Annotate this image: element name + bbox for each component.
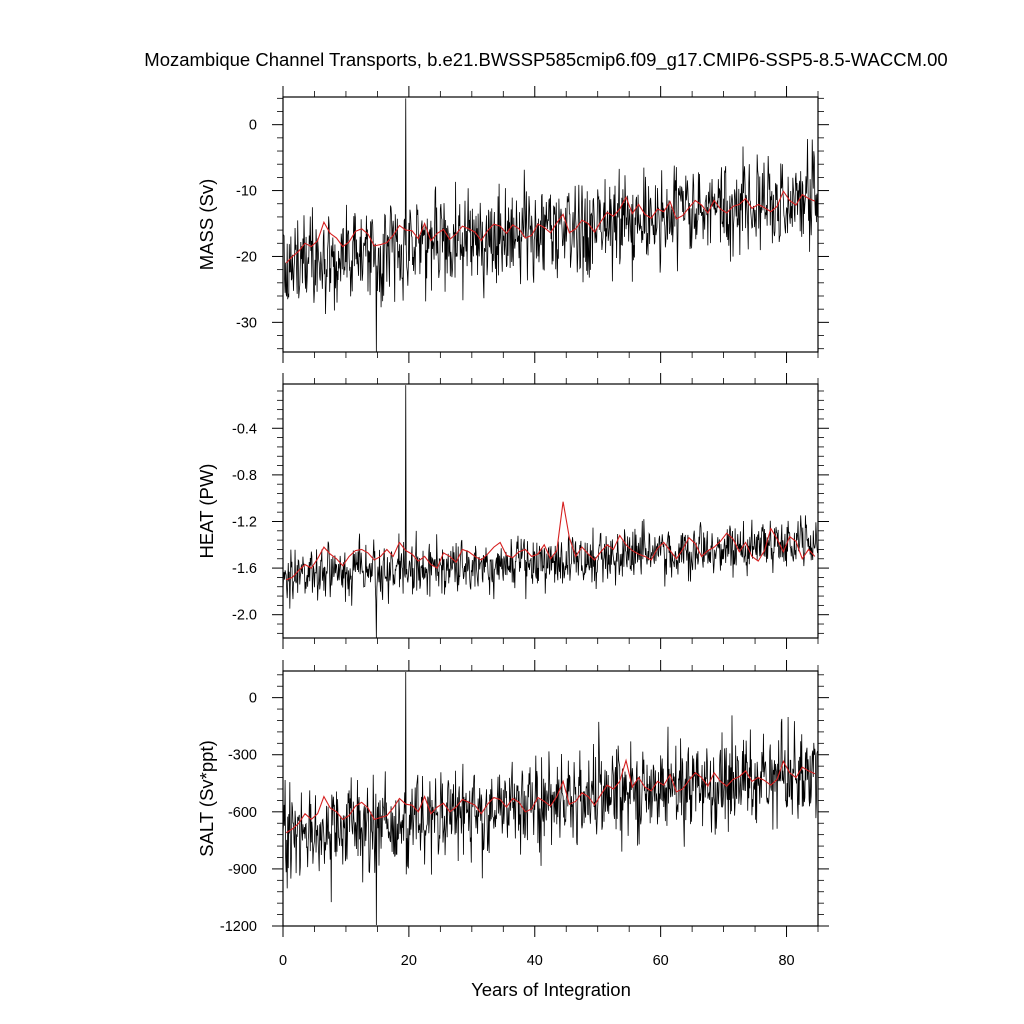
y-tick-label: -0.4 bbox=[232, 421, 257, 437]
y-tick-label: -1.2 bbox=[232, 514, 257, 530]
x-tick-label: 40 bbox=[527, 953, 543, 969]
annual-mean-line bbox=[285, 501, 816, 581]
y-axis-title: SALT (Sv*ppt) bbox=[196, 740, 217, 857]
monthly-series-line bbox=[283, 98, 818, 352]
panel-frame bbox=[282, 383, 819, 639]
chart-panels: 0 -10 -20 -30 MASS (Sv) -0.4 -0.8 -1.2 -1.6 -2.0 H… bbox=[196, 86, 829, 969]
y-axis-title: MASS (Sv) bbox=[196, 179, 217, 270]
y-tick-label: -900 bbox=[228, 862, 257, 878]
y-tick-label: -2.0 bbox=[232, 608, 257, 624]
x-tick-label: 80 bbox=[778, 953, 794, 969]
x-tick-label: 0 bbox=[279, 953, 287, 969]
y-tick-label: -300 bbox=[228, 748, 257, 764]
y-tick-label: 0 bbox=[249, 691, 257, 707]
y-tick-label: -10 bbox=[236, 184, 257, 200]
y-tick-label: -20 bbox=[236, 249, 257, 265]
y-tick-label: -600 bbox=[228, 805, 257, 821]
y-tick-label: -1.6 bbox=[232, 561, 257, 577]
x-tick-label: 60 bbox=[653, 953, 669, 969]
y-tick-label: -30 bbox=[236, 315, 257, 331]
annual-mean-line bbox=[285, 190, 816, 264]
monthly-series-line bbox=[283, 671, 818, 926]
panel-frame bbox=[282, 670, 819, 927]
panel-1: -0.4 -0.8 -1.2 -1.6 -2.0 HEAT (PW) bbox=[196, 373, 829, 649]
x-tick-label: 20 bbox=[401, 953, 417, 969]
y-tick-label: -1200 bbox=[220, 919, 257, 935]
y-axis-title: HEAT (PW) bbox=[196, 464, 217, 559]
y-tick-label: -0.8 bbox=[232, 468, 257, 484]
chart-title: Mozambique Channel Transports, b.e21.BWS… bbox=[144, 49, 947, 71]
panel-2: 0 -300 -600 -900 -1200 SALT (Sv*ppt) bbox=[196, 660, 829, 937]
panel-0: 0 -10 -20 -30 MASS (Sv) bbox=[196, 86, 829, 363]
monthly-series-line bbox=[283, 385, 818, 638]
annual-mean-line bbox=[285, 758, 816, 834]
x-axis-title: Years of Integration bbox=[471, 979, 631, 1000]
panel-frame bbox=[282, 96, 819, 353]
y-tick-label: 0 bbox=[249, 118, 257, 134]
